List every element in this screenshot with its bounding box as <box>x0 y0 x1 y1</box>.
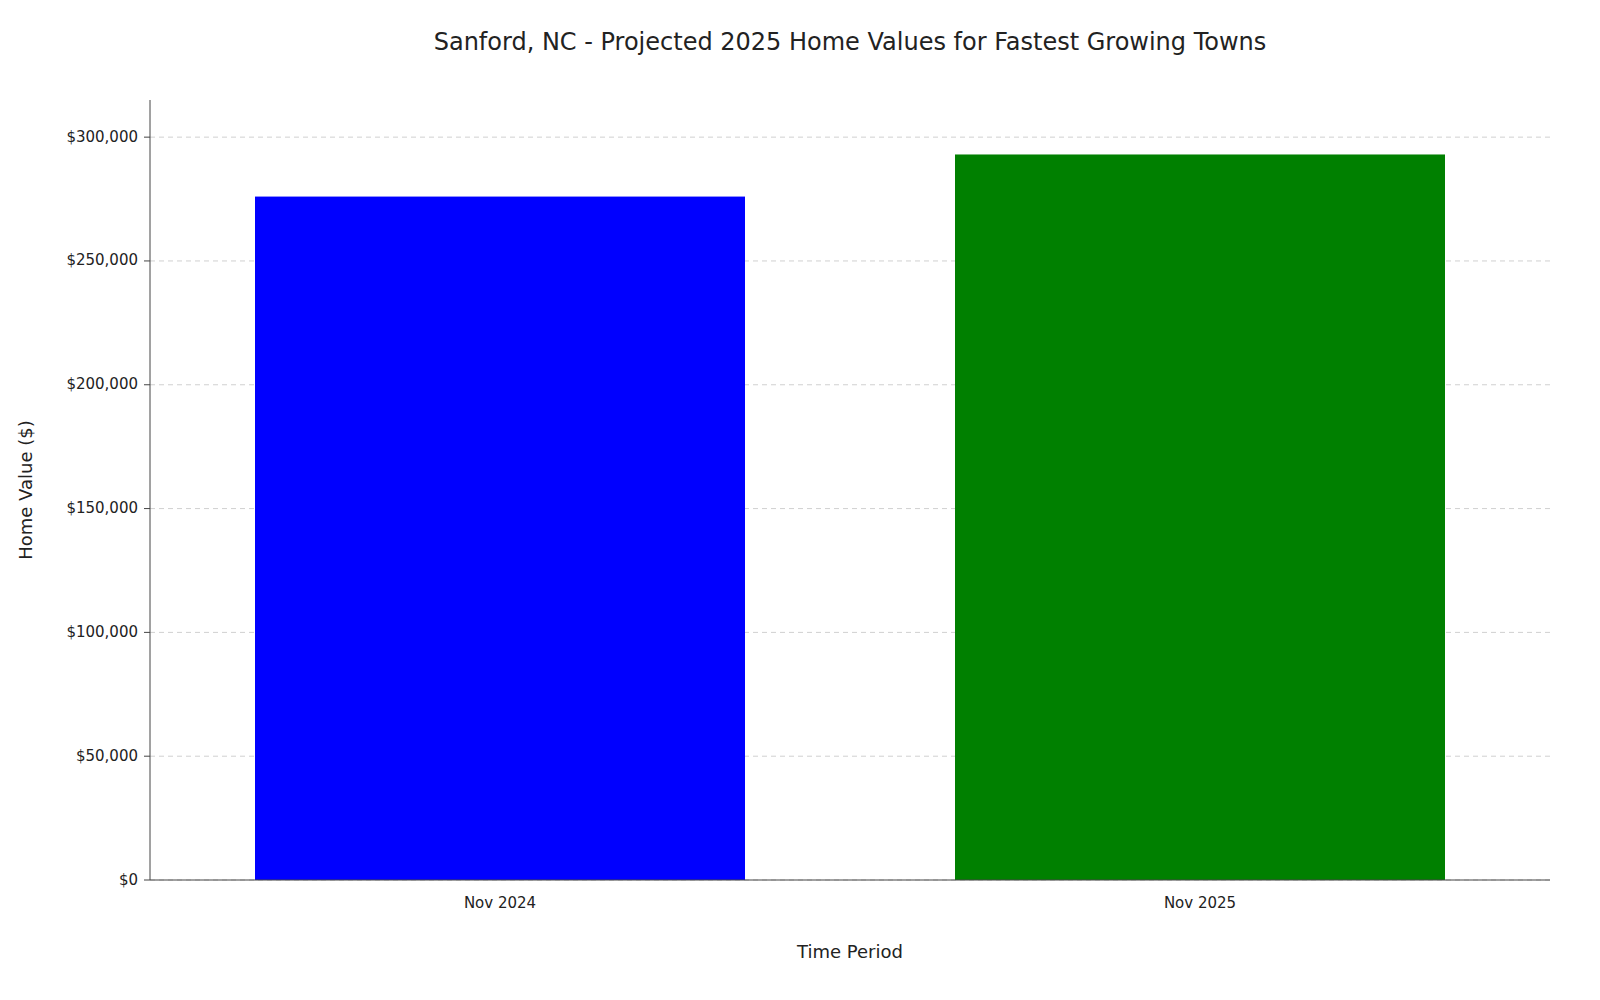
chart-svg: $0 $50,000 $100,000 $150,000 $200,000 $250,00… <box>0 0 1600 1000</box>
y-tick-label: $0 <box>119 871 138 889</box>
y-axis: $0 $50,000 $100,000 $150,000 $200,000 $250,00… <box>66 128 150 889</box>
x-tick-label: Nov 2025 <box>1164 894 1236 912</box>
y-tick <box>144 260 150 261</box>
y-axis-label: Home Value ($) <box>15 420 36 560</box>
x-tick-label: Nov 2024 <box>464 894 536 912</box>
y-tick-label: $200,000 <box>66 375 138 393</box>
x-axis-line <box>150 880 1550 881</box>
chart-container: $0 $50,000 $100,000 $150,000 $200,000 $250,00… <box>0 0 1600 1000</box>
y-tick-label: $100,000 <box>66 623 138 641</box>
bar <box>955 154 1445 880</box>
y-tick <box>144 632 150 633</box>
grid-line <box>150 880 1550 881</box>
x-axis: Nov 2024 Nov 2025 <box>464 894 1236 912</box>
y-tick <box>144 508 150 509</box>
x-axis-label: Time Period <box>796 941 903 962</box>
y-tick <box>144 756 150 757</box>
y-tick <box>144 384 150 385</box>
y-tick-label: $250,000 <box>66 251 138 269</box>
y-tick-label: $300,000 <box>66 128 138 146</box>
bar <box>255 197 745 880</box>
y-tick <box>144 137 150 138</box>
y-tick-label: $150,000 <box>66 499 138 517</box>
grid-line <box>150 137 1550 138</box>
grid <box>150 137 1550 880</box>
y-tick-label: $50,000 <box>76 747 138 765</box>
y-axis-line <box>150 100 151 880</box>
y-tick <box>144 880 150 881</box>
title: Sanford, NC - Projected 2025 Home Values… <box>434 28 1267 56</box>
bars <box>255 154 1445 880</box>
